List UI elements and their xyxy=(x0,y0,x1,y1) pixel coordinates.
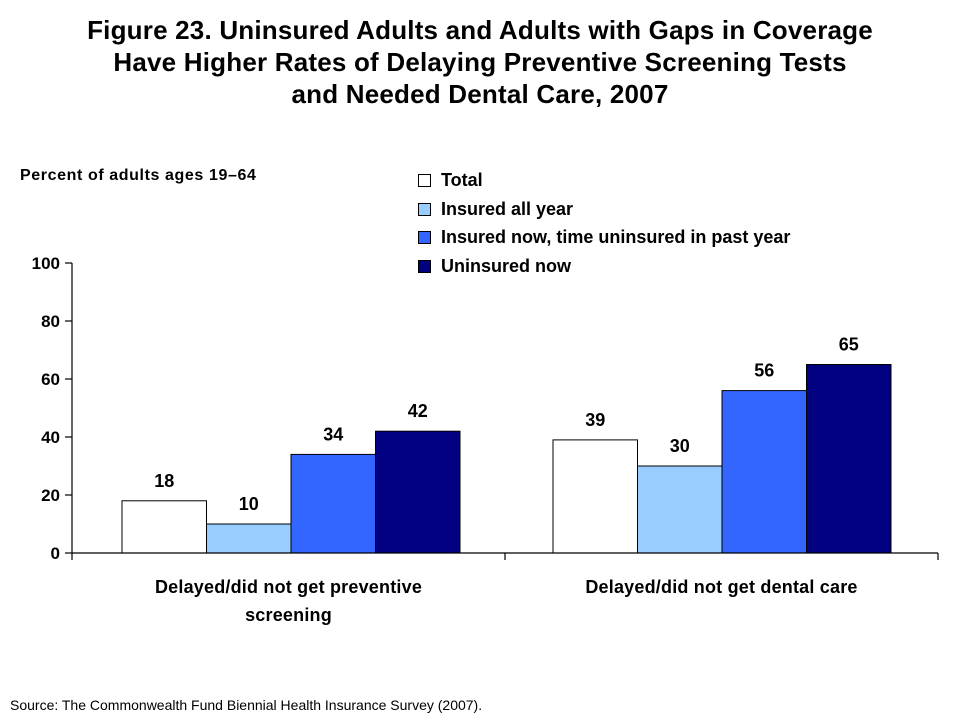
y-axis-title: Percent of adults ages 19–64 xyxy=(20,167,257,184)
chart-title-line: Have Higher Rates of Delaying Preventive… xyxy=(113,47,847,77)
legend-label: Insured now, time uninsured in past year xyxy=(441,227,791,247)
y-tick-label: 80 xyxy=(41,312,60,331)
chart-title-line: and Needed Dental Care, 2007 xyxy=(291,79,669,109)
bar xyxy=(206,523,292,554)
data-label: 42 xyxy=(408,401,428,421)
x-tick-label-line: screening xyxy=(245,605,332,625)
bar xyxy=(721,390,807,554)
data-label: 39 xyxy=(585,410,605,430)
bar xyxy=(552,439,638,554)
bar xyxy=(806,364,892,554)
legend-label: Total xyxy=(441,170,483,190)
bar xyxy=(637,465,723,554)
bar xyxy=(290,453,376,554)
y-tick-label: 20 xyxy=(41,486,60,505)
x-tick-label-line: Delayed/did not get preventive xyxy=(154,577,423,597)
data-label: 18 xyxy=(154,471,174,491)
x-tick-label: Delayed/did not get dental care xyxy=(505,573,938,601)
legend-swatch xyxy=(418,174,431,187)
x-tick-label-line: Delayed/did not get dental care xyxy=(585,577,858,597)
legend-swatch xyxy=(418,259,431,273)
chart-title: Figure 23. Uninsured Adults and Adults w… xyxy=(10,14,950,110)
legend-label: Uninsured now xyxy=(441,255,571,276)
y-tick-label: 60 xyxy=(41,370,60,389)
legend-swatch xyxy=(418,202,431,216)
y-tick-label: 40 xyxy=(41,428,60,447)
data-label: 10 xyxy=(239,494,259,514)
legend-swatch xyxy=(418,231,431,244)
bar xyxy=(121,500,207,554)
data-label: 34 xyxy=(323,424,343,444)
legend-label: Insured all year xyxy=(441,198,574,219)
data-label: 56 xyxy=(754,361,774,381)
data-label: 30 xyxy=(670,436,690,456)
bar xyxy=(375,430,461,554)
y-tick-label: 0 xyxy=(51,544,60,563)
data-label: 65 xyxy=(839,335,859,355)
chart-title-line: Figure 23. Uninsured Adults and Adults w… xyxy=(87,15,873,45)
source-note: Source: The Commonwealth Fund Biennial H… xyxy=(10,697,483,713)
x-tick-label: Delayed/did not get preventive screening xyxy=(72,573,505,629)
y-tick-label: 100 xyxy=(32,254,60,273)
